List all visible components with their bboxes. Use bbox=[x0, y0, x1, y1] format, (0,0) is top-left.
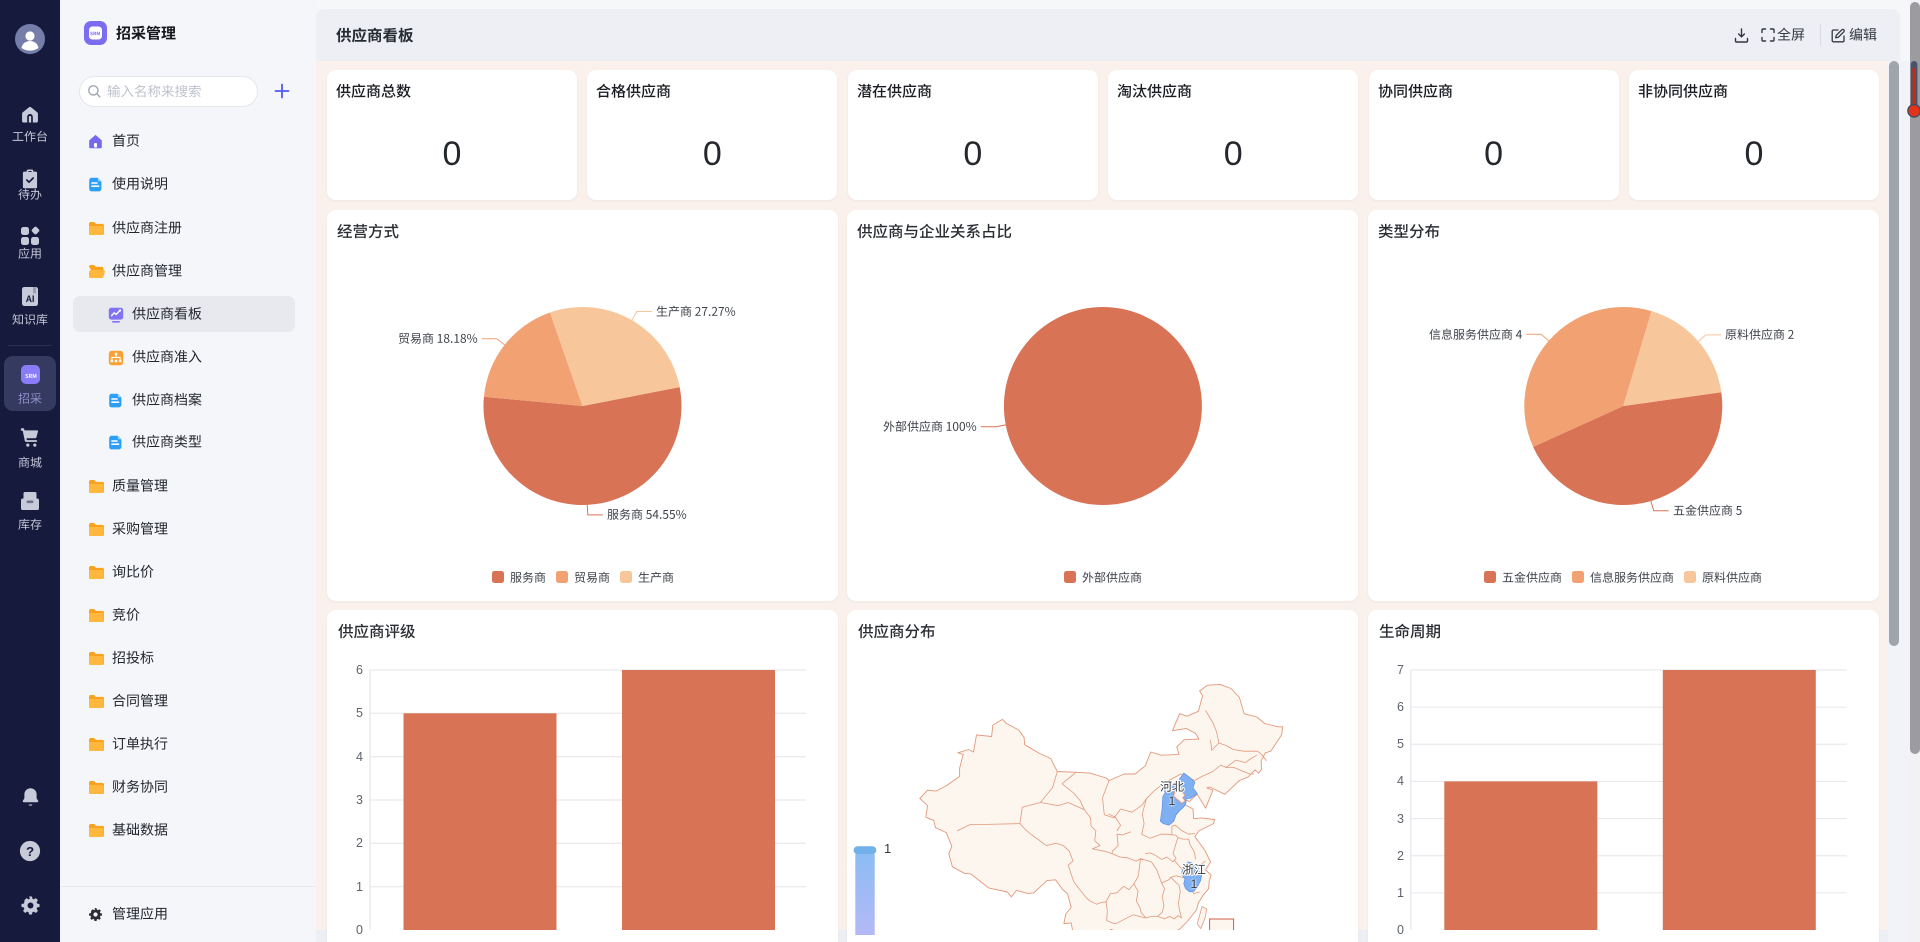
svg-text:?: ? bbox=[26, 844, 34, 859]
